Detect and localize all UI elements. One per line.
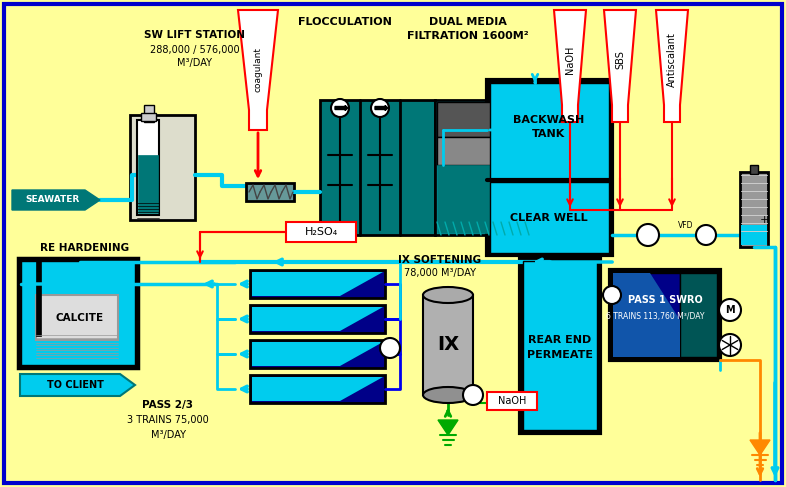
Text: VFD: VFD <box>678 222 694 230</box>
Circle shape <box>719 299 741 321</box>
Bar <box>250 270 385 298</box>
Bar <box>423 295 473 395</box>
Polygon shape <box>656 10 688 122</box>
Text: M³/DAY: M³/DAY <box>178 58 212 68</box>
Bar <box>18 258 138 368</box>
Text: M³/DAY: M³/DAY <box>150 430 185 440</box>
Polygon shape <box>750 440 770 455</box>
Text: NaOH: NaOH <box>565 46 575 74</box>
Circle shape <box>696 225 716 245</box>
Bar <box>36 261 41 336</box>
Polygon shape <box>252 377 383 401</box>
Text: PERMEATE: PERMEATE <box>527 350 593 360</box>
Bar <box>487 392 537 410</box>
Bar <box>437 102 533 137</box>
Bar <box>130 115 195 220</box>
Text: coagulant: coagulant <box>254 48 263 93</box>
Bar <box>246 183 294 201</box>
Bar <box>250 340 385 368</box>
Text: IX: IX <box>437 336 459 355</box>
Bar <box>750 165 758 174</box>
Bar <box>144 105 154 122</box>
Bar <box>680 273 717 357</box>
Text: FLOCCULATION: FLOCCULATION <box>298 17 392 27</box>
Bar <box>490 182 609 253</box>
Polygon shape <box>604 10 636 122</box>
Polygon shape <box>20 374 135 396</box>
FancyArrow shape <box>375 106 388 111</box>
Bar <box>286 222 356 242</box>
Ellipse shape <box>423 387 473 403</box>
Circle shape <box>380 338 400 358</box>
Text: 288,000 / 576,000: 288,000 / 576,000 <box>150 45 240 55</box>
Bar <box>320 100 435 235</box>
Bar <box>141 113 156 121</box>
Circle shape <box>637 224 659 246</box>
Text: PASS 1 SWRO: PASS 1 SWRO <box>628 295 703 305</box>
Bar <box>437 165 533 233</box>
Text: +: + <box>759 215 769 225</box>
Polygon shape <box>12 190 100 210</box>
Bar <box>250 305 385 333</box>
Polygon shape <box>252 307 383 331</box>
Text: H₂SO₄: H₂SO₄ <box>304 227 338 237</box>
Bar <box>741 225 767 245</box>
Polygon shape <box>613 273 680 357</box>
Circle shape <box>463 385 483 405</box>
Bar <box>21 261 135 365</box>
Text: CLEAR WELL: CLEAR WELL <box>510 213 588 223</box>
Bar <box>36 295 118 340</box>
Polygon shape <box>438 420 458 435</box>
Text: IX SOFTENING: IX SOFTENING <box>399 255 482 265</box>
Ellipse shape <box>423 287 473 303</box>
Bar <box>487 80 612 255</box>
Bar <box>250 375 385 403</box>
Text: Antiscalant: Antiscalant <box>667 33 677 88</box>
Text: DUAL MEDIA: DUAL MEDIA <box>429 17 507 27</box>
Bar <box>437 137 533 165</box>
Circle shape <box>603 286 621 304</box>
Circle shape <box>371 99 389 117</box>
Bar <box>137 120 159 215</box>
Text: FILTRATION 1600M²: FILTRATION 1600M² <box>407 31 529 41</box>
Text: PASS 2/3: PASS 2/3 <box>142 400 193 410</box>
Polygon shape <box>554 10 586 122</box>
Text: SW LIFT STATION: SW LIFT STATION <box>145 30 245 40</box>
Text: SEAWATER: SEAWATER <box>26 195 80 205</box>
Polygon shape <box>252 342 383 366</box>
Text: M: M <box>725 305 735 315</box>
Text: RE HARDENING: RE HARDENING <box>40 243 130 253</box>
Text: TANK: TANK <box>532 129 566 139</box>
Text: REAR END: REAR END <box>528 335 592 345</box>
Text: BACKWASH: BACKWASH <box>513 115 585 125</box>
Bar <box>138 155 158 213</box>
Bar <box>435 100 535 235</box>
Text: 3 TRAINS 75,000: 3 TRAINS 75,000 <box>127 415 209 425</box>
Text: 6 TRAINS 113,760 M³/DAY: 6 TRAINS 113,760 M³/DAY <box>606 312 704 320</box>
FancyArrow shape <box>335 106 348 111</box>
Bar <box>613 273 680 357</box>
Bar <box>490 83 609 180</box>
Circle shape <box>719 334 741 356</box>
Bar <box>740 172 768 247</box>
Bar <box>523 261 597 430</box>
Polygon shape <box>252 272 383 296</box>
Polygon shape <box>238 10 278 130</box>
Circle shape <box>331 99 349 117</box>
Text: 78,000 M³/DAY: 78,000 M³/DAY <box>404 268 476 278</box>
Bar <box>520 258 600 433</box>
Text: NaOH: NaOH <box>498 396 526 406</box>
Text: SBS: SBS <box>615 51 625 70</box>
Text: CALCITE: CALCITE <box>56 313 104 323</box>
Text: TO CLIENT: TO CLIENT <box>46 380 104 390</box>
Bar <box>610 270 720 360</box>
